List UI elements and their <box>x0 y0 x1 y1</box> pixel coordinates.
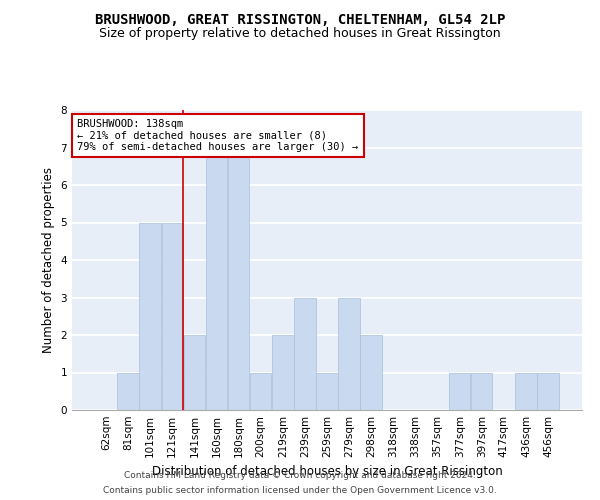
Text: Contains HM Land Registry data © Crown copyright and database right 2024.: Contains HM Land Registry data © Crown c… <box>124 471 476 480</box>
Bar <box>449 372 470 410</box>
Bar <box>272 335 293 410</box>
Bar <box>184 335 205 410</box>
Text: BRUSHWOOD, GREAT RISSINGTON, CHELTENHAM, GL54 2LP: BRUSHWOOD, GREAT RISSINGTON, CHELTENHAM,… <box>95 12 505 26</box>
Bar <box>515 372 537 410</box>
Bar <box>139 222 161 410</box>
Y-axis label: Number of detached properties: Number of detached properties <box>42 167 55 353</box>
Text: BRUSHWOOD: 138sqm
← 21% of detached houses are smaller (8)
79% of semi-detached : BRUSHWOOD: 138sqm ← 21% of detached hous… <box>77 119 358 152</box>
Bar <box>316 372 338 410</box>
Text: Contains public sector information licensed under the Open Government Licence v3: Contains public sector information licen… <box>103 486 497 495</box>
Bar <box>206 148 227 410</box>
Bar <box>361 335 382 410</box>
Bar <box>338 298 360 410</box>
Bar <box>250 372 271 410</box>
X-axis label: Distribution of detached houses by size in Great Rissington: Distribution of detached houses by size … <box>152 466 502 478</box>
Text: Size of property relative to detached houses in Great Rissington: Size of property relative to detached ho… <box>99 28 501 40</box>
Bar <box>294 298 316 410</box>
Bar <box>161 222 183 410</box>
Bar <box>228 148 249 410</box>
Bar <box>117 372 139 410</box>
Bar <box>538 372 559 410</box>
Bar <box>471 372 493 410</box>
